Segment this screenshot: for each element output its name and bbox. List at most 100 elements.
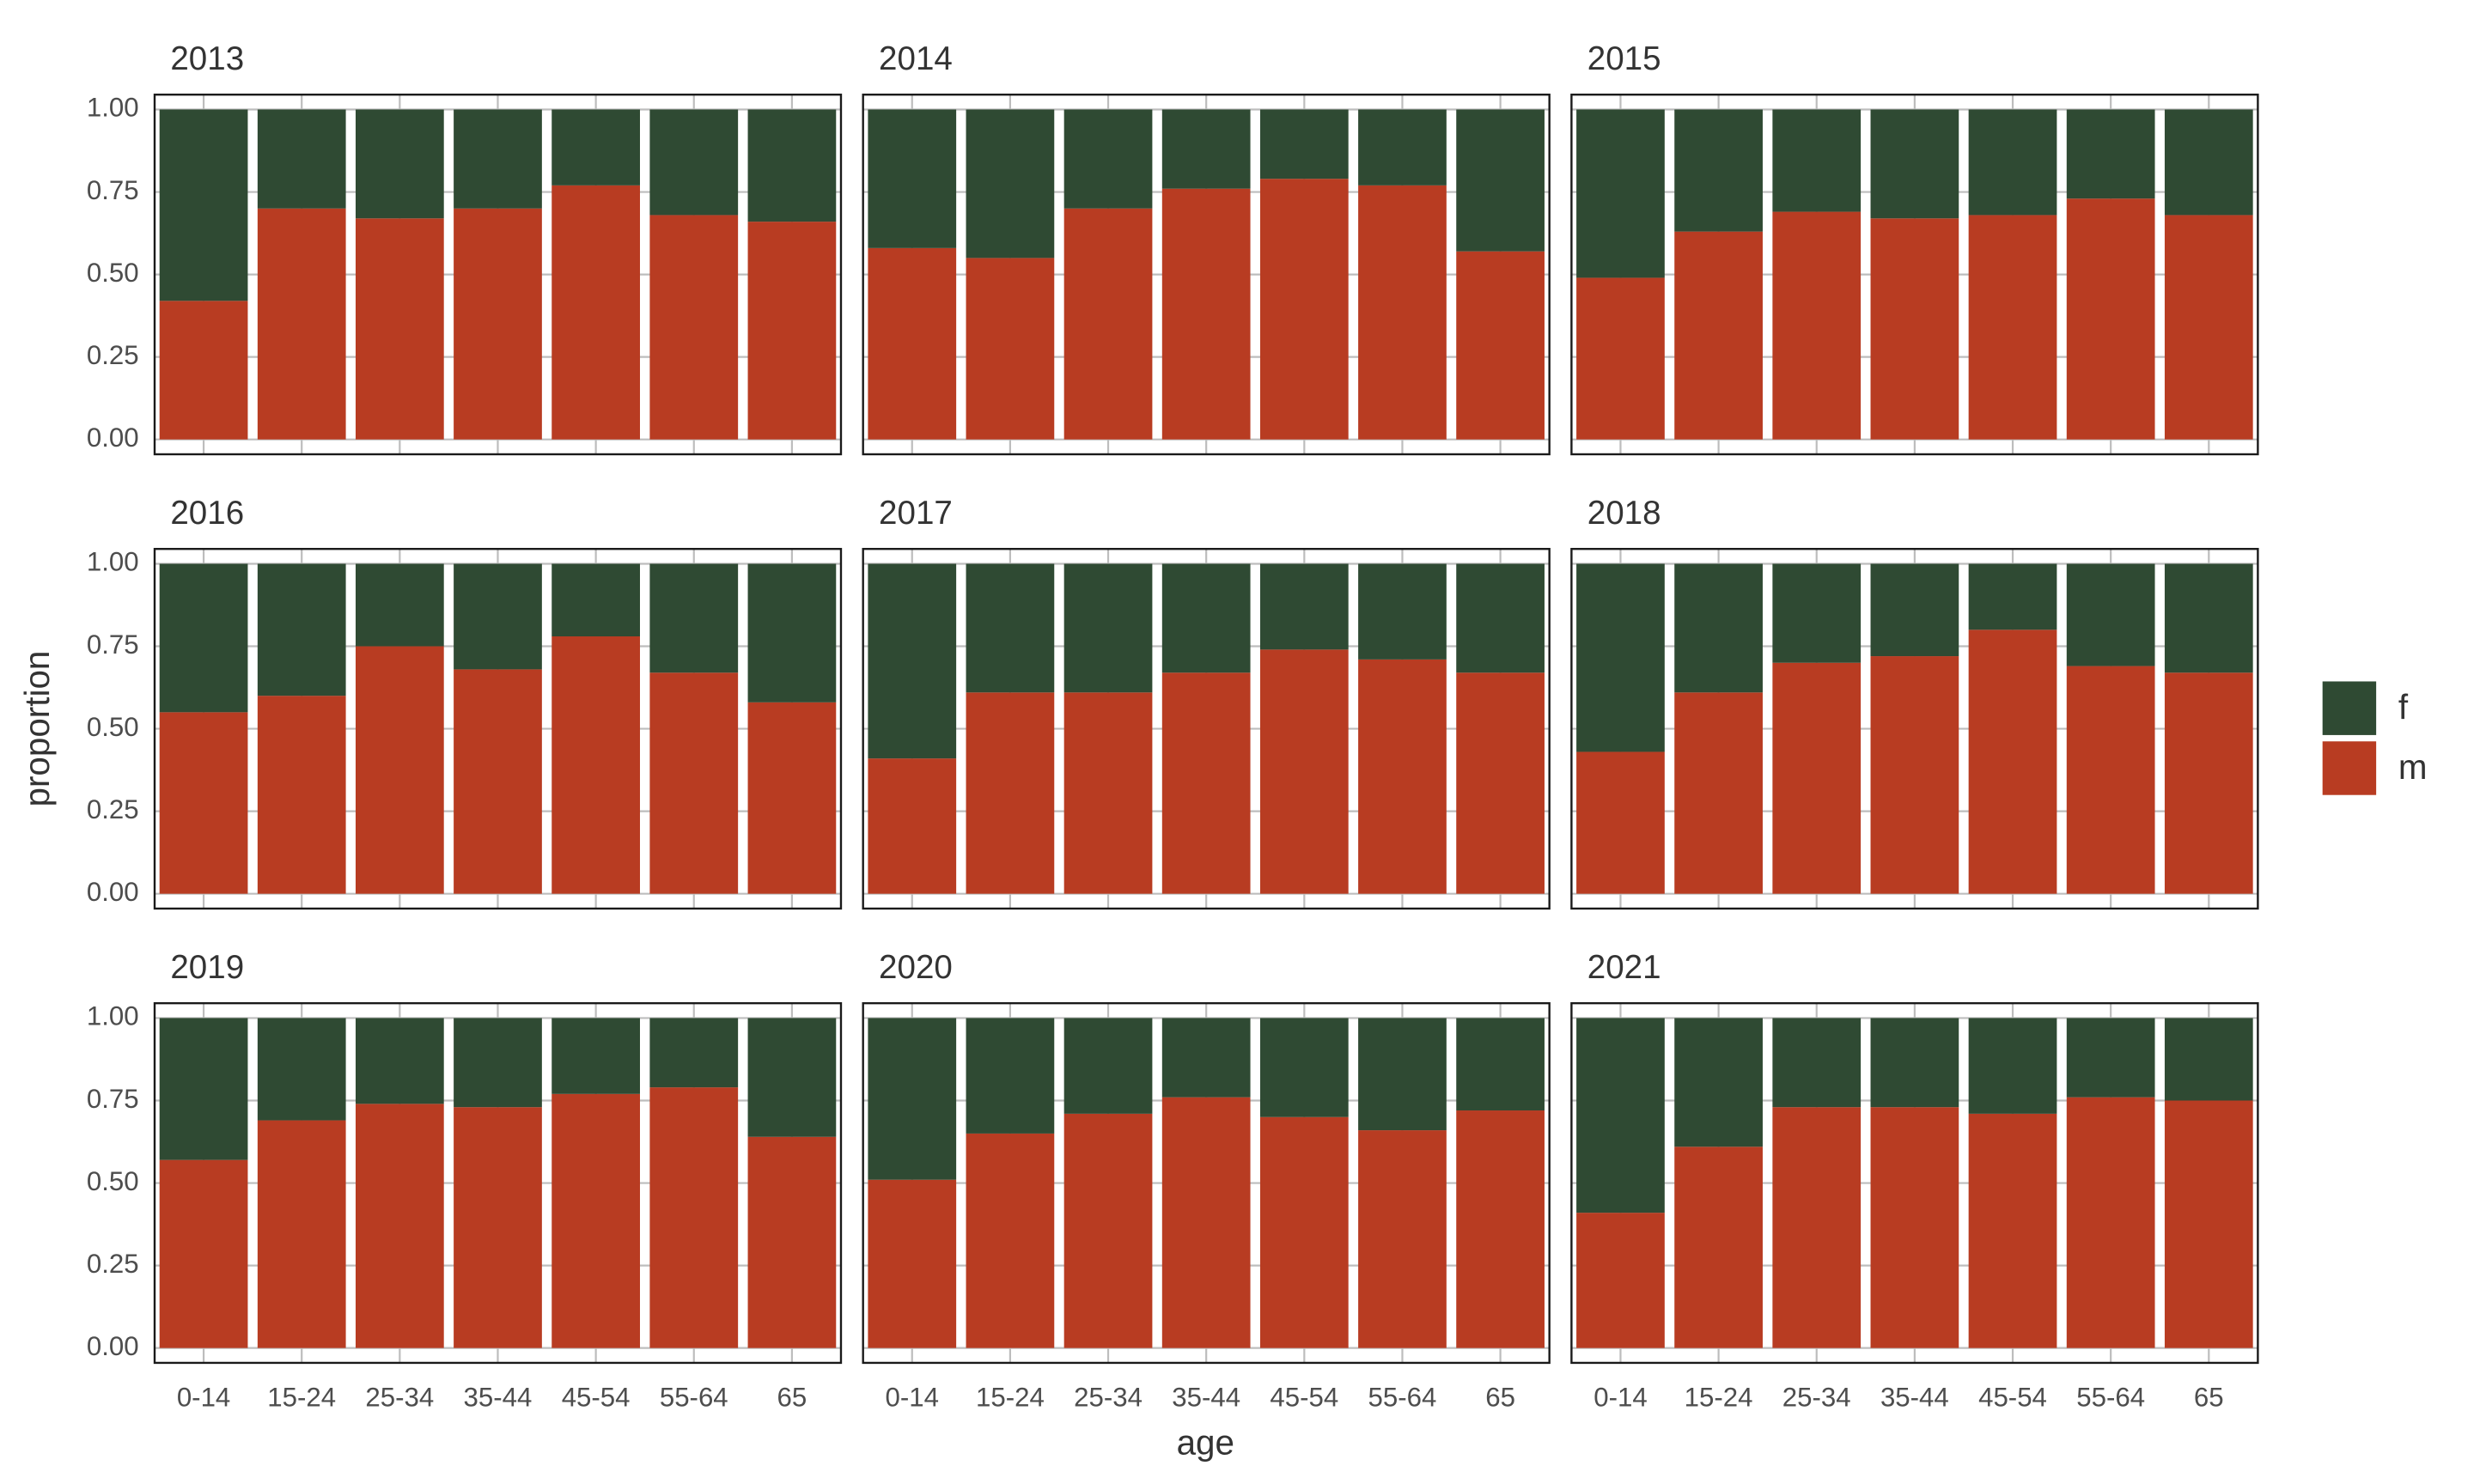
panel-border bbox=[862, 547, 1551, 910]
bar-segment bbox=[1870, 1018, 1959, 1108]
y-tick-label: 0.25 bbox=[87, 794, 139, 824]
bar-segment bbox=[2164, 563, 2253, 673]
bar-segment bbox=[1576, 277, 1665, 440]
bar-segment bbox=[1772, 563, 1862, 663]
bar-segment bbox=[159, 712, 248, 894]
bar-segment bbox=[1772, 109, 1862, 212]
bar-segment bbox=[747, 109, 837, 222]
bar-segment bbox=[1576, 751, 1665, 894]
bar-segment bbox=[1063, 208, 1153, 440]
legend-swatch bbox=[2322, 741, 2377, 795]
bar-segment bbox=[159, 563, 248, 713]
bar-segment bbox=[551, 185, 640, 440]
bar-segment bbox=[257, 109, 346, 209]
x-tick-label: 55-64 bbox=[1368, 1382, 1437, 1412]
bar-segment bbox=[1456, 672, 1545, 894]
x-tick-label: 65 bbox=[777, 1382, 807, 1412]
bar-segment bbox=[159, 109, 248, 301]
bar-segment bbox=[454, 208, 542, 440]
bar-segment bbox=[551, 563, 640, 636]
bar-segment bbox=[1674, 109, 1763, 232]
bar-segment bbox=[1968, 215, 2057, 440]
bar-segment bbox=[649, 1087, 739, 1348]
y-tick-label: 0.75 bbox=[87, 1084, 139, 1114]
bar-segment bbox=[649, 672, 739, 894]
bar-segment bbox=[1968, 109, 2057, 216]
bar-segment bbox=[868, 758, 957, 894]
bar-segment bbox=[1161, 672, 1251, 894]
facet-title: 2017 bbox=[879, 495, 953, 532]
bar-segment bbox=[1259, 649, 1349, 894]
bar-segment bbox=[2066, 109, 2155, 199]
bar-segment bbox=[747, 1136, 837, 1348]
panel-border bbox=[1570, 547, 2259, 910]
bar-segment bbox=[966, 1133, 1055, 1348]
bar-segment bbox=[2164, 1100, 2253, 1348]
bar-segment bbox=[1456, 563, 1545, 673]
bar-segment bbox=[1674, 231, 1763, 440]
x-tick-label: 0-14 bbox=[177, 1382, 230, 1412]
legend-swatch bbox=[2322, 681, 2377, 735]
bar-segment bbox=[966, 563, 1055, 693]
bar-segment bbox=[1161, 109, 1251, 189]
x-tick-label: 35-44 bbox=[464, 1382, 533, 1412]
x-tick-label: 15-24 bbox=[267, 1382, 336, 1412]
bar-segment bbox=[257, 696, 346, 894]
bar-segment bbox=[1358, 1018, 1447, 1131]
panel-border bbox=[862, 1001, 1551, 1365]
bar-segment bbox=[1674, 692, 1763, 894]
y-tick-label: 1.00 bbox=[87, 547, 139, 577]
bar-segment bbox=[1259, 563, 1349, 650]
bar-segment bbox=[257, 1120, 346, 1348]
bar-segment bbox=[1870, 218, 1959, 440]
bar-segment bbox=[257, 208, 346, 440]
bar-segment bbox=[1968, 563, 2057, 630]
bar-segment bbox=[257, 563, 346, 696]
x-tick-label: 45-54 bbox=[562, 1382, 631, 1412]
bar-segment bbox=[966, 109, 1055, 258]
facet-title: 2020 bbox=[879, 949, 953, 986]
bar-segment bbox=[1063, 1113, 1153, 1348]
bar-segment bbox=[2066, 1018, 2155, 1098]
bar-segment bbox=[868, 1179, 957, 1348]
x-tick-label: 25-34 bbox=[1782, 1382, 1851, 1412]
x-tick-label: 25-34 bbox=[365, 1382, 434, 1412]
x-tick-label: 0-14 bbox=[886, 1382, 939, 1412]
bar-segment bbox=[1772, 662, 1862, 894]
bar-segment bbox=[868, 109, 957, 248]
bar-segment bbox=[1772, 211, 1862, 440]
y-tick-label: 0.00 bbox=[87, 423, 139, 453]
bar-segment bbox=[1456, 1110, 1545, 1348]
bar-segment bbox=[1772, 1107, 1862, 1348]
bar-segment bbox=[1968, 629, 2057, 894]
bar-segment bbox=[1259, 179, 1349, 440]
panel-border bbox=[153, 94, 843, 456]
bar-segment bbox=[1576, 563, 1665, 752]
y-tick-label: 0.75 bbox=[87, 175, 139, 205]
bar-segment bbox=[1870, 1107, 1959, 1348]
bar-segment bbox=[1968, 1018, 2057, 1114]
x-tick-label: 65 bbox=[2194, 1382, 2224, 1412]
bar-segment bbox=[966, 258, 1055, 440]
y-axis-label: proportion bbox=[17, 651, 57, 807]
bar-segment bbox=[1358, 563, 1447, 660]
bar-segment bbox=[1161, 1018, 1251, 1098]
bar-segment bbox=[2164, 672, 2253, 894]
bar-segment bbox=[355, 1104, 444, 1348]
bar-segment bbox=[159, 301, 248, 440]
bar-segment bbox=[1259, 1018, 1349, 1117]
bar-segment bbox=[159, 1159, 248, 1348]
bar-segment bbox=[355, 563, 444, 647]
bar-segment bbox=[1063, 1018, 1153, 1114]
bar-segment bbox=[1968, 1113, 2057, 1348]
facet-title: 2021 bbox=[1587, 949, 1661, 986]
bar-segment bbox=[1870, 563, 1959, 657]
bar-segment bbox=[1576, 109, 1665, 278]
bar-segment bbox=[2164, 215, 2253, 440]
bar-segment bbox=[355, 218, 444, 440]
y-tick-label: 0.25 bbox=[87, 1249, 139, 1279]
bar-segment bbox=[1772, 1018, 1862, 1108]
bar-segment bbox=[2066, 563, 2155, 666]
bar-segment bbox=[1870, 656, 1959, 894]
y-tick-label: 0.00 bbox=[87, 1331, 139, 1361]
